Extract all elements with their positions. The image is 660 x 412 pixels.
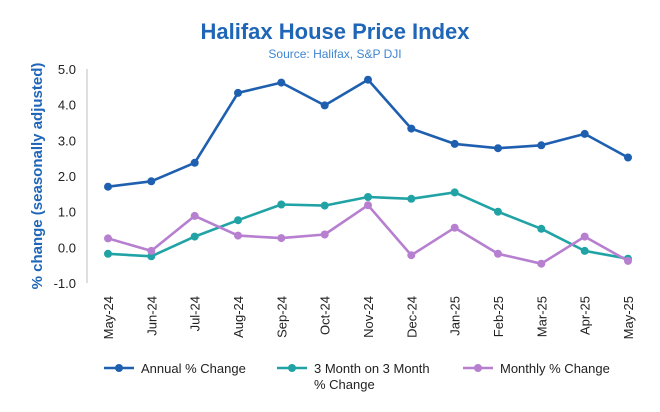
- legend-label: Annual % Change: [141, 361, 246, 376]
- data-point: [190, 211, 199, 220]
- data-point: [234, 216, 242, 225]
- x-tick-label: Apr-25: [578, 296, 593, 335]
- x-tick-label: Sep-24: [274, 296, 289, 338]
- data-point: [320, 101, 329, 110]
- data-point: [537, 259, 546, 268]
- y-axis-label: % change (seasonally adjusted): [29, 63, 46, 290]
- data-point: [364, 201, 372, 210]
- data-point: [364, 193, 372, 201]
- legend-marker: [115, 364, 123, 372]
- data-point: [407, 194, 416, 203]
- data-point: [234, 88, 242, 97]
- data-point: [277, 234, 286, 243]
- data-point: [104, 249, 112, 258]
- data-point: [147, 177, 156, 186]
- data-point: [450, 139, 459, 148]
- axis-layer: 5.0 4.0 3.0 2.0 1.0 0.0 -1.0 May-24 Jun-24 Jul-24…: [54, 62, 636, 339]
- x-tick-label: Mar-25: [534, 296, 549, 337]
- data-point: [580, 246, 589, 255]
- x-tick-label: Aug-24: [231, 296, 246, 338]
- chart-title: Halifax House Price Index: [201, 19, 471, 44]
- x-tick-label: May-24: [101, 296, 116, 339]
- data-point: [450, 188, 459, 197]
- legend: Annual % Change 3 Month on 3 Month% Chang…: [104, 361, 610, 392]
- series-1: [104, 75, 632, 191]
- series-3: [104, 201, 632, 268]
- x-tick-label: Nov-24: [361, 296, 376, 338]
- x-tick-label: Jul-24: [188, 296, 203, 331]
- data-point: [277, 200, 286, 209]
- legend-label: Monthly % Change: [500, 361, 610, 376]
- legend-item: 3 Month on 3 Month% Change: [277, 361, 430, 392]
- y-tick-label: 3.0: [58, 133, 76, 148]
- y-tick-label: 0.0: [58, 240, 76, 255]
- data-point: [494, 144, 502, 153]
- data-point: [537, 224, 546, 233]
- x-tick-label: Dec-24: [404, 296, 419, 338]
- y-tick-label: -1.0: [54, 276, 76, 291]
- y-tick-label: 1.0: [58, 205, 76, 220]
- data-point: [580, 129, 589, 138]
- data-point: [190, 232, 199, 241]
- data-point: [407, 124, 416, 133]
- y-tick-label: 2.0: [58, 169, 76, 184]
- data-point: [580, 232, 589, 241]
- series-layer: [104, 75, 632, 268]
- y-tick-label: 4.0: [58, 98, 76, 113]
- data-point: [190, 158, 199, 167]
- data-point: [450, 223, 459, 232]
- legend-marker: [288, 364, 296, 372]
- y-tick-label: 5.0: [58, 62, 76, 77]
- x-tick-label: Jun-24: [144, 296, 159, 336]
- data-point: [320, 201, 329, 210]
- data-point: [277, 78, 286, 87]
- chart-subtitle: Source: Halifax, S&P DJI: [268, 47, 401, 61]
- data-point: [234, 231, 242, 240]
- x-tick-label: Oct-24: [318, 296, 333, 335]
- series-line: [107, 78, 629, 188]
- data-point: [320, 230, 329, 239]
- x-tick-label: May-25: [621, 296, 636, 339]
- legend-label: 3 Month on 3 Month% Change: [314, 361, 430, 392]
- legend-marker: [474, 364, 482, 372]
- legend-item: Annual % Change: [104, 361, 246, 376]
- data-point: [104, 234, 112, 243]
- data-point: [364, 75, 372, 84]
- data-point: [537, 141, 546, 150]
- data-point: [624, 153, 632, 162]
- data-point: [147, 246, 156, 255]
- legend-item: Monthly % Change: [463, 361, 610, 376]
- data-point: [494, 207, 502, 216]
- data-point: [104, 182, 112, 191]
- data-point: [624, 256, 632, 265]
- data-point: [407, 251, 416, 260]
- x-tick-label: Jan-25: [448, 296, 463, 336]
- data-point: [494, 249, 502, 258]
- x-tick-label: Feb-25: [491, 296, 506, 337]
